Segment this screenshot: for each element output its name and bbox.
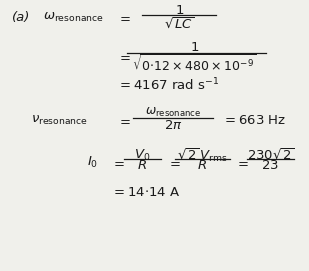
Text: $=$: $=$: [235, 156, 249, 169]
Text: $=$: $=$: [117, 50, 132, 63]
Text: $\sqrt{0{\cdot}12\times480\times10^{-9}}$: $\sqrt{0{\cdot}12\times480\times10^{-9}}…: [132, 54, 257, 75]
Text: $=$: $=$: [117, 11, 132, 24]
Text: $= 4167$ rad s$^{-1}$: $= 4167$ rad s$^{-1}$: [117, 77, 220, 94]
Text: $1$: $1$: [175, 4, 184, 17]
Text: $1$: $1$: [190, 41, 199, 54]
Text: $\sqrt{2}\,V_{\mathrm{rms}}$: $\sqrt{2}\,V_{\mathrm{rms}}$: [177, 146, 228, 164]
Text: $I_0$: $I_0$: [87, 155, 98, 170]
Text: $2\pi$: $2\pi$: [164, 119, 182, 132]
Text: $\omega_{\mathrm{resonance}}$: $\omega_{\mathrm{resonance}}$: [145, 106, 201, 119]
Text: $V_0$: $V_0$: [134, 147, 150, 163]
Text: $R$: $R$: [197, 159, 207, 172]
Text: $\omega_{\mathrm{resonance}}$: $\omega_{\mathrm{resonance}}$: [43, 11, 104, 24]
Text: $\sqrt{LC}$: $\sqrt{LC}$: [164, 17, 194, 32]
Text: $= 663$ Hz: $= 663$ Hz: [222, 114, 287, 127]
Text: $R$: $R$: [137, 159, 147, 172]
Text: $23$: $23$: [261, 159, 279, 172]
Text: $= 14{\cdot}14$ A: $= 14{\cdot}14$ A: [111, 186, 180, 199]
Text: $\nu_{\mathrm{resonance}}$: $\nu_{\mathrm{resonance}}$: [31, 114, 88, 127]
Text: $230\sqrt{2}$: $230\sqrt{2}$: [247, 147, 294, 163]
Text: $=$: $=$: [111, 156, 125, 169]
Text: $=$: $=$: [167, 156, 181, 169]
Text: (a): (a): [12, 11, 31, 24]
Text: $=$: $=$: [117, 114, 132, 127]
